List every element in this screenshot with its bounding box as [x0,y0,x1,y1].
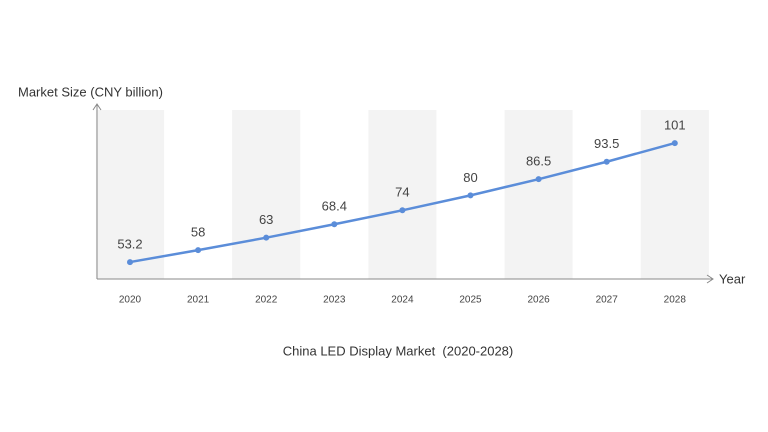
band [232,110,301,279]
point [263,234,270,241]
band [640,110,709,279]
band [504,110,573,279]
data-label: 80 [463,170,477,185]
data-label: 74 [395,185,409,200]
point [127,259,133,266]
data-label: 93.5 [594,136,619,151]
band [368,110,437,279]
data-label: 58 [191,225,205,240]
y-axis-title: Market Size (CNY billion) [18,84,163,99]
data-label: 101 [664,118,686,133]
x-tick-label: 2025 [459,295,482,306]
x-axis-arrow [706,274,714,284]
band [95,110,165,279]
x-tick-label: 2027 [596,295,619,306]
x-tick-label: 2021 [187,295,210,306]
point [399,207,406,214]
data-label: 86.5 [526,154,551,169]
data-label: 53.2 [117,237,142,252]
point [467,192,474,199]
point [671,140,678,147]
x-tick-label: 2022 [255,295,278,306]
data-label: 68.4 [322,199,347,214]
point [603,158,610,165]
x-tick-label: 2026 [527,295,550,306]
x-axis-title: Year [719,271,746,286]
x-tick-label: 2028 [664,295,687,306]
point [195,247,202,254]
x-tick-label: 2024 [391,295,414,306]
y-axis-arrow [92,103,102,111]
point [535,176,542,183]
x-tick-label: 2020 [119,295,142,306]
data-label: 63 [259,212,273,227]
point [331,221,338,228]
chart-title: China LED Display Market (2020-2028) [283,343,514,358]
x-tick-label: 2023 [323,295,346,306]
background-bands [95,110,709,279]
